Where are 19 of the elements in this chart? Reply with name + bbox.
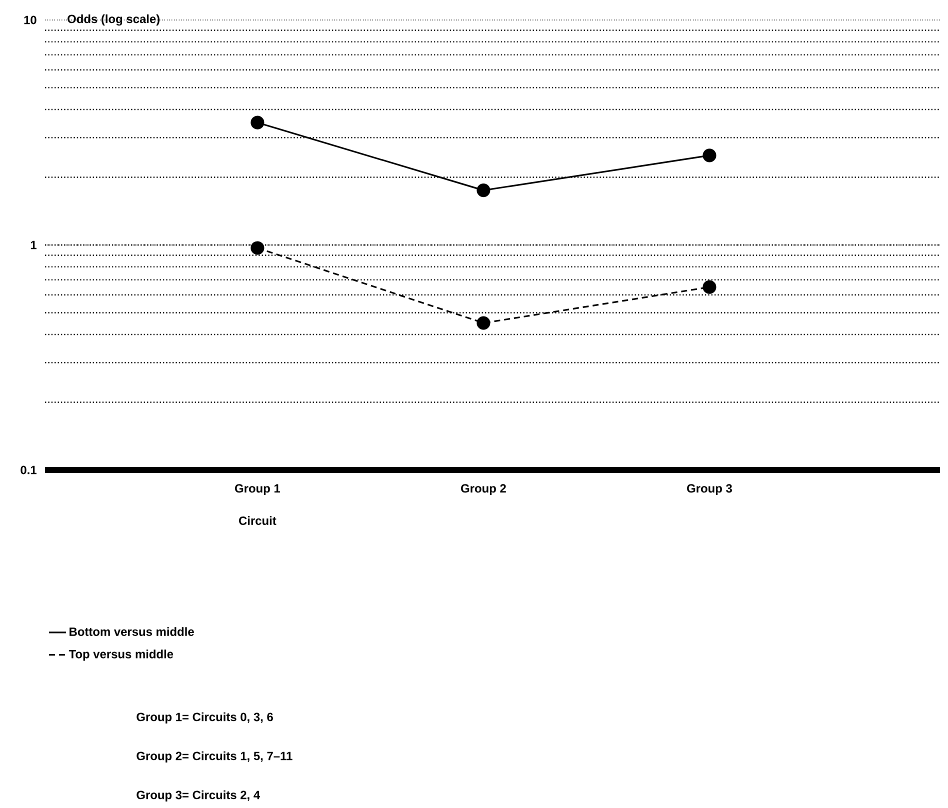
x-tick-label: Group 3 <box>687 484 732 496</box>
x-tick-label: Group 2 <box>461 484 506 496</box>
y-tick-label: 10 <box>24 16 36 24</box>
legend-label: Top versus middle <box>68 650 174 661</box>
x-tick-label: Group 1 <box>235 484 280 496</box>
text: Group 2= Circuits 1, 5, 7–11 <box>136 751 292 763</box>
x-axis-title: Circuit <box>239 516 276 525</box>
point <box>476 184 490 198</box>
y-tick-label: 0.1 <box>20 466 36 474</box>
legend-label: Bottom versus middle <box>70 627 194 636</box>
point <box>250 116 264 130</box>
point <box>702 148 716 162</box>
text: Group 3= Circuits 2, 4 <box>136 790 260 802</box>
y-axis-title: Odds (log scale) <box>68 14 160 26</box>
point <box>702 280 716 294</box>
point <box>250 241 264 255</box>
text: Group 1= Circuits 0, 3, 6 <box>136 712 273 724</box>
y-tick-label: 1 <box>30 240 36 250</box>
point <box>476 316 490 330</box>
